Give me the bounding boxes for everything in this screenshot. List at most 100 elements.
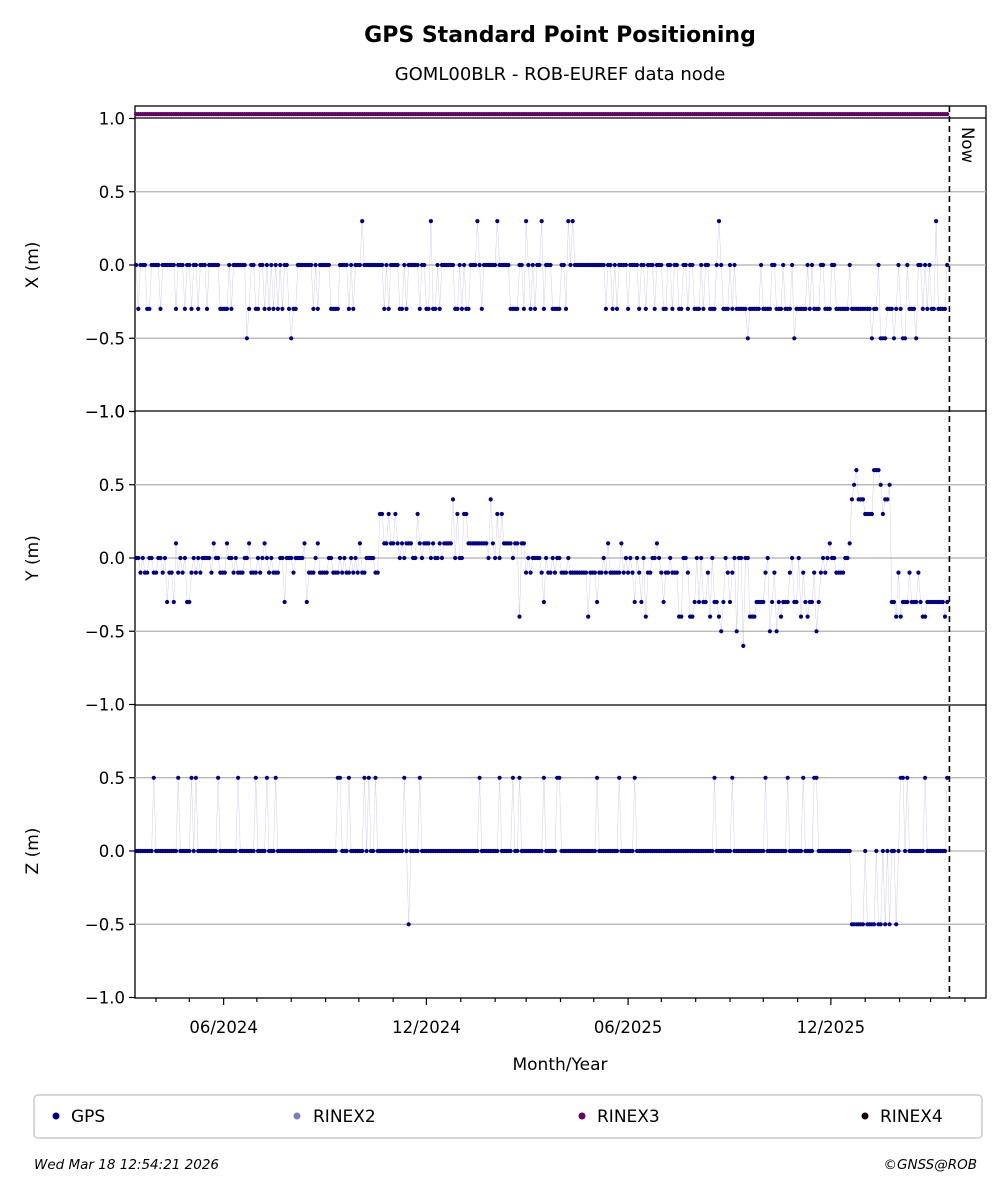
gps-point [550,555,555,561]
gps-point [173,306,179,311]
gps-point [191,848,196,854]
gps-point [860,922,866,927]
gps-series-line [135,221,948,339]
gps-point [344,262,349,268]
gps-point [202,262,207,268]
gps-point [497,555,502,561]
gps-point [905,599,910,605]
gps-point [149,848,154,854]
gps-point [878,922,883,927]
gps-point [526,555,531,561]
gps-point [519,262,524,268]
gps-point [557,555,562,561]
gps-point [138,570,143,575]
gps-point [415,848,420,854]
gps-point [510,775,515,780]
gps-point [741,643,746,649]
gps-point [847,848,852,854]
gps-point [216,775,221,780]
gps-point [942,614,948,619]
gps-point [690,614,695,619]
gps-point [309,262,314,268]
gps-point [207,555,212,561]
gps-point [191,555,196,561]
legend-marker-rinex3 [578,1112,586,1120]
gps-point [896,848,901,854]
gps-point [479,306,484,311]
y-tick-label: 0.5 [99,769,125,788]
gps-point [727,262,733,268]
gps-point [783,848,788,854]
gps-point [204,306,210,311]
gps-point [333,848,338,854]
gps-point [313,555,318,561]
gps-point [869,336,875,341]
y-tick-label: 0.0 [99,256,125,275]
gps-point [346,570,351,575]
gps-point [920,306,925,311]
gps-point [787,306,793,311]
gps-point [878,482,883,487]
gps-point [889,306,894,311]
gps-point [891,848,897,854]
gps-point [280,306,285,311]
gps-point [845,306,850,311]
gps-point [158,306,163,311]
gps-point [727,848,733,854]
gps-point [614,848,620,854]
gps-point [632,599,637,605]
gps-point [340,570,345,575]
gps-point [493,262,498,268]
gps-point [632,775,637,780]
y-tick-label: −0.5 [85,915,125,934]
gps-point [790,555,795,561]
gps-point [945,262,950,268]
gps-point [229,555,234,561]
gps-point [586,614,591,619]
gps-point [668,262,673,268]
gps-point [794,599,799,605]
gps-point [216,555,221,561]
gps-point [337,775,343,780]
gps-point [391,541,396,546]
gps-point [253,775,258,780]
gps-point [725,306,730,311]
gps-point [231,570,236,575]
gps-point [326,262,331,268]
gps-point [841,570,846,575]
gps-point [380,262,385,268]
gps-point [914,336,919,341]
gps-point [630,570,635,575]
gps-point [517,775,522,780]
gps-point [727,599,733,605]
gps-point [925,306,930,311]
gps-point [630,848,635,854]
gps-point [486,555,491,561]
gps-point [227,262,232,268]
gps-point [648,570,653,575]
gps-point [171,599,176,605]
gps-point [592,848,598,854]
gps-point [495,848,500,854]
gps-point [570,219,575,224]
gps-point [809,262,815,268]
gps-point [422,262,427,268]
gps-point [696,306,702,311]
gps-point [216,262,221,268]
gps-point [847,541,852,546]
gps-point [674,570,679,575]
gps-point [448,541,453,546]
gps-point [475,219,480,224]
gps-point [583,570,589,575]
gps-point [927,262,932,268]
gps-point [608,262,613,268]
gps-point [903,336,908,341]
gps-point [923,775,928,780]
gps-point [812,570,817,575]
gps-point [198,570,203,575]
gps-point [767,306,773,311]
gps-point [752,614,757,619]
ylabel-y: Y (m) [23,535,43,582]
gps-point [898,306,903,311]
gps-point [763,775,768,780]
